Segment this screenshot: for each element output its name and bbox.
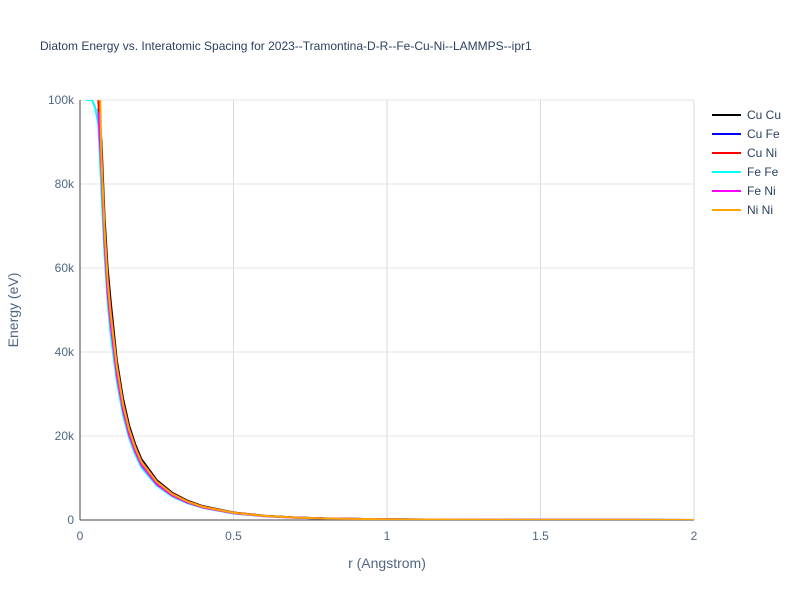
legend-label: Ni Ni (747, 203, 773, 217)
legend-item-cu-ni[interactable]: Cu Ni (712, 146, 777, 160)
y-tick-label: 40k (55, 345, 75, 359)
legend-label: Fe Fe (747, 165, 779, 179)
series-line-ni-ni (98, 100, 694, 520)
x-tick-label: 1.5 (532, 529, 549, 543)
legend-label: Cu Fe (747, 127, 780, 141)
y-tick-label: 80k (55, 177, 75, 191)
series-line-cu-ni (97, 100, 694, 520)
legend-item-ni-ni[interactable]: Ni Ni (712, 203, 773, 217)
grid (79, 99, 695, 521)
y-tick-label: 100k (48, 93, 75, 107)
y-axis-title: Energy (eV) (5, 273, 21, 348)
x-tick-label: 0.5 (225, 529, 242, 543)
legend-item-cu-fe[interactable]: Cu Fe (712, 127, 780, 141)
series-line-cu-cu (97, 100, 694, 520)
series-line-fe-ni (97, 112, 694, 520)
y-tick-label: 0 (67, 513, 74, 527)
series-line-fe-fe (86, 100, 694, 520)
legend-label: Fe Ni (747, 184, 776, 198)
y-axis-ticks: 0 20k 40k 60k 80k 100k (48, 93, 75, 527)
x-tick-label: 1 (384, 529, 391, 543)
legend-label: Cu Ni (747, 146, 777, 160)
series-line-cu-fe (97, 108, 694, 520)
legend-item-cu-cu[interactable]: Cu Cu (712, 108, 781, 122)
legend-item-fe-ni[interactable]: Fe Ni (712, 184, 776, 198)
x-axis-ticks: 0 0.5 1 1.5 2 (77, 529, 698, 543)
x-tick-label: 0 (77, 529, 84, 543)
y-tick-label: 20k (55, 429, 75, 443)
y-tick-label: 60k (55, 261, 75, 275)
x-axis-title: r (Angstrom) (348, 555, 426, 571)
chart-title: Diatom Energy vs. Interatomic Spacing fo… (40, 39, 532, 53)
legend[interactable]: Cu Cu Cu Fe Cu Ni Fe Fe Fe Ni Ni Ni (712, 108, 781, 217)
x-tick-label: 2 (691, 529, 698, 543)
series-lines (86, 100, 694, 520)
legend-label: Cu Cu (747, 108, 781, 122)
legend-item-fe-fe[interactable]: Fe Fe (712, 165, 779, 179)
